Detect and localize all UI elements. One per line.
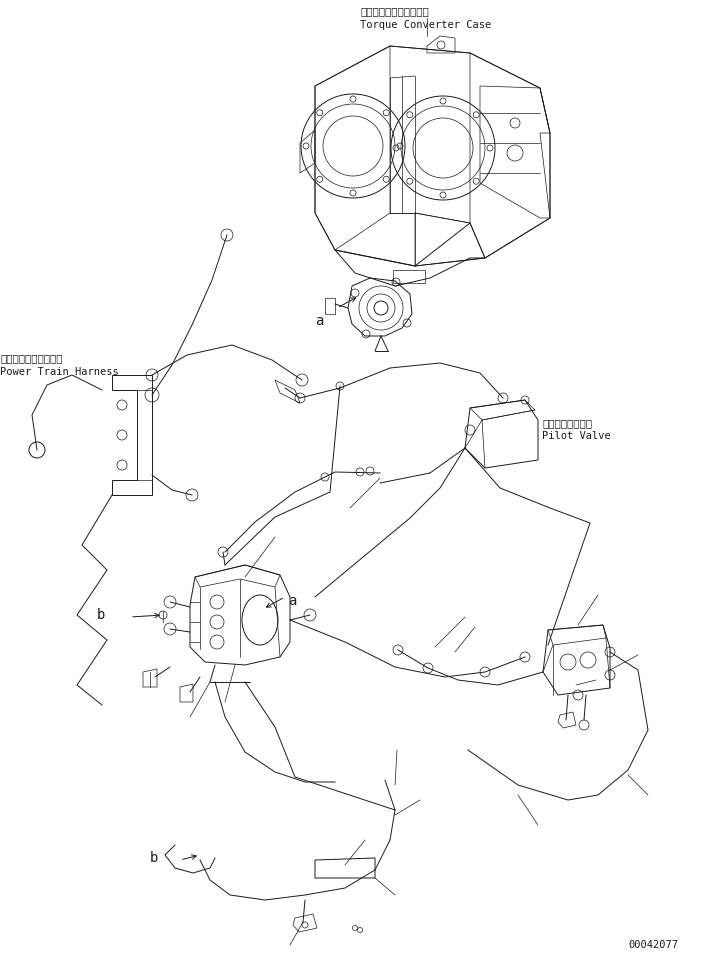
Text: トルクコンバータケース: トルクコンバータケース (360, 6, 429, 16)
Text: 00042077: 00042077 (628, 940, 678, 950)
Text: Pilot Valve: Pilot Valve (542, 431, 611, 441)
Text: Power Train Harness: Power Train Harness (0, 367, 119, 377)
Text: a: a (315, 314, 324, 328)
Text: a: a (288, 594, 296, 608)
Text: パイロットバルブ: パイロットバルブ (542, 418, 592, 428)
Text: b: b (150, 851, 159, 865)
Text: b: b (97, 608, 105, 622)
Text: Torque Converter Case: Torque Converter Case (360, 20, 491, 30)
Text: パワートレンハーネス: パワートレンハーネス (0, 353, 63, 363)
